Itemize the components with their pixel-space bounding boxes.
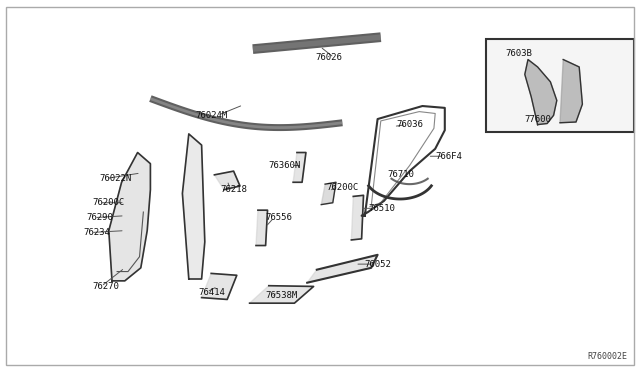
Text: 76538M: 76538M — [266, 291, 298, 300]
Text: R760002E: R760002E — [588, 352, 627, 361]
Polygon shape — [109, 153, 150, 281]
Polygon shape — [293, 153, 306, 182]
Polygon shape — [321, 182, 336, 205]
Polygon shape — [307, 255, 378, 283]
Polygon shape — [214, 171, 240, 190]
Text: 76200C: 76200C — [93, 198, 125, 207]
Text: 76218: 76218 — [221, 185, 248, 194]
Text: 76556: 76556 — [266, 213, 292, 222]
Text: 76290: 76290 — [86, 213, 113, 222]
Text: 76414: 76414 — [198, 288, 225, 296]
Polygon shape — [250, 286, 314, 303]
Text: 76510: 76510 — [368, 204, 395, 213]
Text: 76234: 76234 — [83, 228, 110, 237]
Polygon shape — [351, 195, 364, 240]
Text: 766F4: 766F4 — [435, 152, 462, 161]
Text: 76036: 76036 — [397, 120, 424, 129]
Bar — [486, 39, 634, 132]
Text: 7603B: 7603B — [506, 49, 532, 58]
Text: 76200C: 76200C — [326, 183, 358, 192]
Text: 76710: 76710 — [387, 170, 414, 179]
Polygon shape — [256, 210, 268, 246]
Polygon shape — [182, 134, 205, 279]
Polygon shape — [202, 273, 237, 299]
Text: 76270: 76270 — [93, 282, 120, 291]
Polygon shape — [560, 60, 582, 123]
Text: 76360N: 76360N — [269, 161, 301, 170]
Text: 76024M: 76024M — [195, 111, 227, 120]
Text: 76022N: 76022N — [99, 174, 131, 183]
Text: 77600: 77600 — [524, 115, 551, 124]
Text: 76026: 76026 — [316, 53, 342, 62]
Polygon shape — [525, 60, 557, 125]
Text: 76052: 76052 — [365, 260, 392, 269]
